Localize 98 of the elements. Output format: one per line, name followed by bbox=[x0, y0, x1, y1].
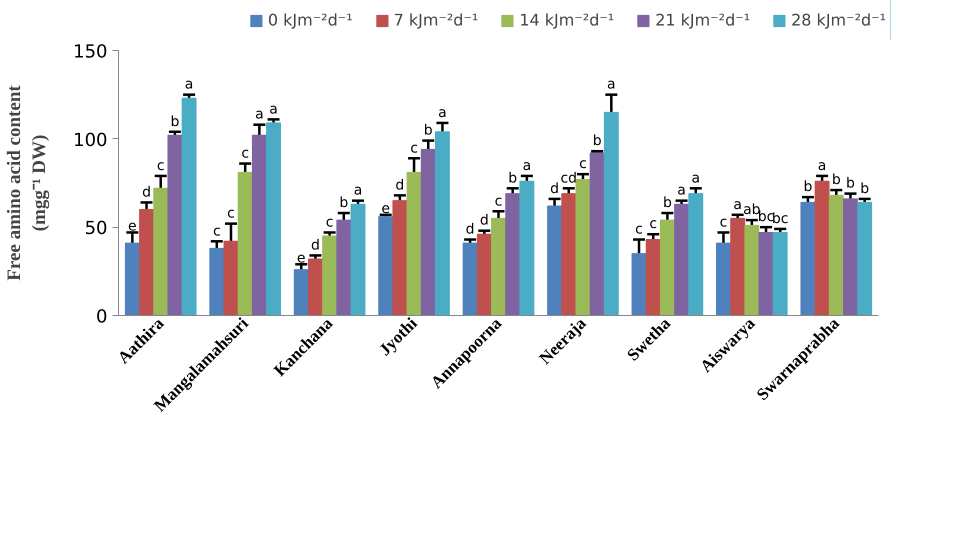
bar bbox=[575, 178, 590, 316]
data-label: a bbox=[607, 76, 616, 93]
data-label: b bbox=[592, 133, 602, 150]
bar bbox=[308, 258, 323, 316]
data-label: d bbox=[395, 177, 404, 194]
data-label: b bbox=[170, 114, 180, 130]
bar bbox=[772, 232, 788, 316]
data-label: b bbox=[832, 172, 841, 188]
y-tick-label: 50 bbox=[84, 218, 108, 240]
data-label: d bbox=[550, 180, 560, 197]
bar bbox=[350, 204, 366, 316]
bar bbox=[604, 112, 619, 316]
data-label: a bbox=[269, 101, 278, 118]
bar bbox=[209, 248, 224, 316]
y-tick-label: 0 bbox=[96, 306, 108, 328]
y-axis-title: Free amino acid content (mgg⁻¹ DW) bbox=[4, 84, 50, 281]
bar bbox=[646, 239, 661, 316]
data-label: c bbox=[720, 214, 728, 230]
bar bbox=[716, 242, 731, 316]
legend-label: 0 kJm⁻²d⁻¹ bbox=[268, 10, 353, 30]
bar bbox=[167, 134, 182, 316]
bar bbox=[828, 194, 844, 316]
data-label: bc bbox=[772, 210, 789, 227]
data-label: c bbox=[227, 206, 235, 222]
data-label: c bbox=[410, 140, 418, 156]
data-label: e bbox=[128, 218, 137, 234]
bar bbox=[124, 242, 140, 316]
data-label: a bbox=[677, 182, 686, 199]
legend-label: 21 kJm⁻²d⁻¹ bbox=[655, 10, 750, 30]
bar bbox=[519, 180, 534, 316]
data-label: c bbox=[494, 193, 502, 210]
data-label: c bbox=[156, 158, 165, 174]
data-label: b bbox=[860, 180, 870, 197]
bar bbox=[252, 134, 267, 316]
bar bbox=[294, 269, 309, 316]
bar bbox=[730, 218, 746, 316]
bar bbox=[688, 193, 704, 316]
bar bbox=[139, 209, 154, 316]
data-label: d bbox=[480, 212, 489, 229]
bar bbox=[800, 202, 816, 316]
bar bbox=[420, 148, 436, 316]
data-label: a bbox=[255, 106, 264, 123]
bar bbox=[505, 193, 520, 316]
bar bbox=[547, 205, 562, 316]
data-label: a bbox=[438, 104, 447, 121]
data-label: c bbox=[649, 216, 658, 232]
bar bbox=[758, 232, 774, 316]
bar bbox=[843, 198, 858, 316]
data-label: b bbox=[662, 195, 672, 212]
bar bbox=[476, 234, 492, 316]
data-label: b bbox=[508, 170, 518, 186]
bar bbox=[632, 253, 646, 316]
data-label: d bbox=[310, 237, 320, 254]
data-label: b bbox=[339, 195, 348, 212]
bar bbox=[660, 220, 675, 316]
bar bbox=[814, 180, 830, 316]
data-label: e bbox=[381, 200, 390, 217]
bar bbox=[462, 242, 478, 316]
bar bbox=[406, 172, 422, 316]
y-tick-label: 150 bbox=[73, 42, 108, 62]
bar bbox=[336, 220, 352, 316]
y-tick-label: 100 bbox=[73, 130, 108, 151]
data-label: c bbox=[635, 222, 643, 238]
data-label: a bbox=[184, 76, 194, 93]
legend-label: 14 kJm⁻²d⁻¹ bbox=[519, 10, 614, 30]
data-label: a bbox=[733, 196, 742, 213]
data-label: c bbox=[241, 146, 250, 162]
bar bbox=[434, 131, 450, 316]
data-label: d bbox=[466, 222, 475, 238]
data-label: a bbox=[818, 158, 826, 174]
bar bbox=[378, 216, 394, 316]
bar bbox=[744, 224, 760, 316]
data-label: b bbox=[803, 179, 812, 196]
data-label: c bbox=[212, 223, 221, 240]
data-label: a bbox=[522, 158, 532, 174]
bar bbox=[392, 200, 408, 316]
bar bbox=[590, 152, 605, 316]
bar bbox=[561, 193, 576, 316]
data-label: a bbox=[691, 170, 700, 186]
data-label: c bbox=[326, 214, 334, 230]
bar bbox=[857, 202, 872, 316]
data-label: b bbox=[846, 176, 856, 192]
bar bbox=[674, 204, 690, 316]
bar bbox=[224, 240, 238, 316]
bar bbox=[266, 122, 281, 316]
bar bbox=[182, 98, 197, 316]
bar bbox=[153, 188, 168, 316]
data-label: d bbox=[142, 184, 151, 200]
data-label: a bbox=[354, 182, 362, 199]
legend-label: 28 kJm⁻²d⁻¹ bbox=[791, 10, 886, 30]
bar bbox=[238, 172, 253, 316]
data-label: b bbox=[424, 122, 433, 139]
legend-label: 7 kJm⁻²d⁻¹ bbox=[394, 10, 478, 30]
bar bbox=[491, 218, 506, 316]
data-label: cd bbox=[560, 170, 578, 186]
data-label: e bbox=[296, 250, 306, 266]
data-label: c bbox=[579, 156, 587, 172]
bar bbox=[322, 236, 338, 316]
